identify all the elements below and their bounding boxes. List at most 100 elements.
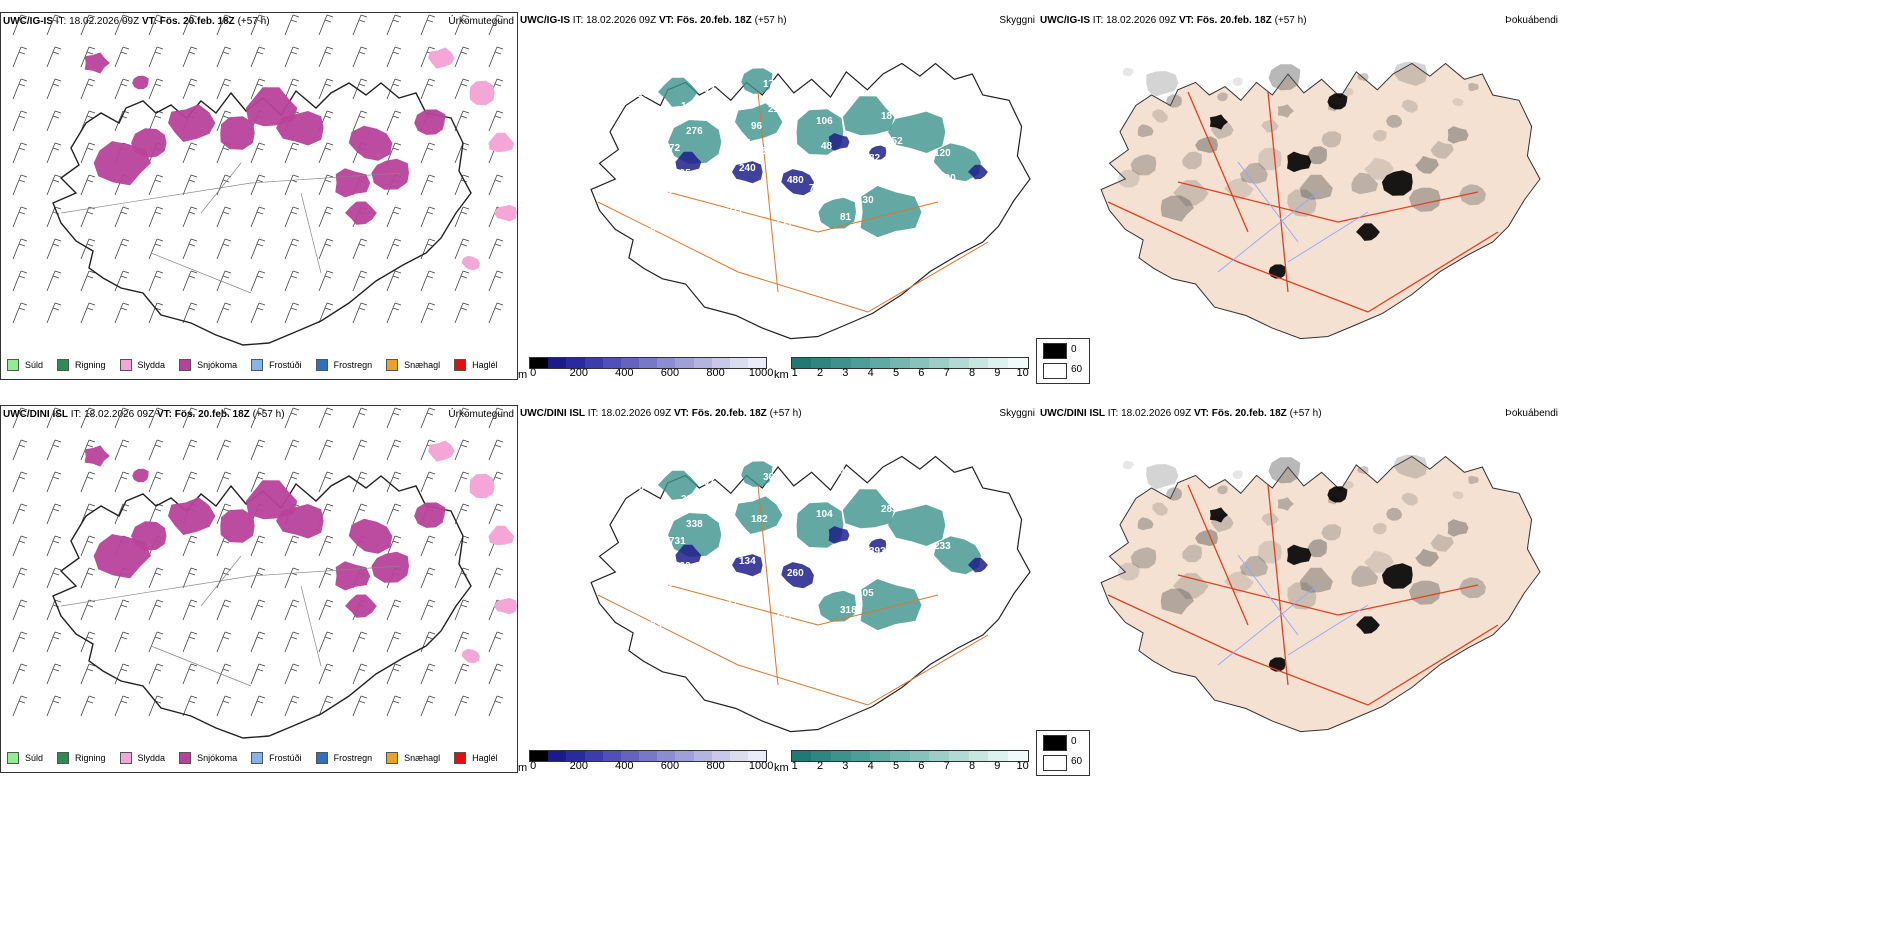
visibility-label: 514 bbox=[951, 131, 968, 142]
colorbar-tick: 7 bbox=[943, 760, 950, 772]
low-visibility-core bbox=[968, 557, 988, 573]
sleet-area bbox=[488, 525, 515, 546]
colorbar-cell bbox=[890, 751, 910, 761]
fog-panel-row1: UWC/IG-IS IT: 18.02.2026 09Z VT: Fös. 20… bbox=[1038, 12, 1560, 380]
legend-swatch bbox=[386, 752, 399, 764]
legend-item: Rigning bbox=[57, 752, 106, 764]
snow-area bbox=[220, 116, 255, 150]
fog-map bbox=[1100, 61, 1541, 340]
visibility-label: 112 bbox=[703, 109, 720, 120]
colorbar-cell bbox=[729, 751, 749, 761]
low-visibility-area bbox=[658, 470, 698, 500]
sleet-area bbox=[494, 204, 517, 222]
sleet-area bbox=[428, 440, 455, 462]
visibility-label: 183 bbox=[845, 237, 862, 248]
visibility-label: 34 bbox=[662, 210, 674, 221]
legend-item: Frostregn bbox=[315, 359, 372, 371]
visibility-colorbar: km 1 2 3 4 5 6 7 8 9 10 bbox=[774, 750, 1029, 773]
colorbar-cell bbox=[602, 358, 621, 368]
vis-title: Skyggni bbox=[999, 408, 1035, 419]
colorbar-cell bbox=[584, 358, 603, 368]
colorbar-cell bbox=[566, 358, 585, 368]
colorbar-cell bbox=[657, 358, 676, 368]
visibility-label: 214 bbox=[734, 138, 751, 149]
sleet-area bbox=[469, 80, 495, 106]
low-visibility-area bbox=[818, 197, 856, 229]
sleet-area bbox=[494, 597, 517, 615]
low-visibility-area bbox=[668, 120, 722, 164]
low-visibility-core bbox=[675, 151, 702, 172]
colorbar-cell bbox=[949, 751, 969, 761]
snow-area bbox=[335, 561, 371, 591]
visibility-label: 480 bbox=[787, 175, 804, 186]
visibility-label: 360 bbox=[845, 630, 862, 641]
roads bbox=[60, 162, 402, 294]
low-visibility-area bbox=[860, 579, 922, 631]
colorbar-cell bbox=[988, 358, 1009, 368]
colorbar-tick: 4 bbox=[867, 367, 874, 379]
rivers bbox=[1217, 161, 1369, 273]
snow-area bbox=[414, 109, 446, 135]
colorbar-cell bbox=[870, 358, 891, 368]
vis-header: UWC/DINI ISL IT: 18.02.2026 09Z VT: Fös.… bbox=[520, 408, 802, 419]
dense-fog-area bbox=[1356, 223, 1380, 241]
visibility-label: 105 bbox=[674, 168, 691, 179]
snow-area bbox=[168, 104, 216, 142]
colorbar-tick: 600 bbox=[660, 760, 680, 772]
low-visibility-area bbox=[735, 103, 783, 141]
colorbar-cell bbox=[620, 751, 640, 761]
visibility-label: 134 bbox=[739, 556, 756, 567]
visibility-label: 16 bbox=[946, 106, 958, 117]
colorbar-tick: 800 bbox=[706, 367, 725, 379]
visibility-label: 393 bbox=[869, 546, 886, 557]
roads bbox=[1107, 484, 1499, 706]
visibility-label: 182 bbox=[751, 514, 768, 525]
coastline bbox=[590, 455, 1031, 733]
visibility-label: 160 bbox=[898, 94, 915, 105]
legend-label: Súld bbox=[25, 753, 44, 763]
legend-item: Snæhagl bbox=[386, 752, 440, 764]
legend-item: Slydda bbox=[119, 752, 165, 764]
legend-label: Rigning bbox=[75, 360, 106, 370]
fog-legend-row2: 0 60 bbox=[1036, 730, 1090, 776]
sleet-area bbox=[428, 47, 455, 69]
colorbar-cell bbox=[811, 751, 832, 761]
sleet-area bbox=[461, 648, 480, 664]
sleet-area bbox=[488, 132, 515, 153]
legend-label: Haglél bbox=[472, 360, 498, 370]
colorbar-tick: 3 bbox=[842, 367, 849, 379]
visibility-label: 368 bbox=[763, 472, 780, 483]
visibility-label: 47 bbox=[951, 524, 963, 535]
visibility-label: 373 bbox=[645, 620, 662, 631]
dense-fog-area bbox=[1356, 616, 1380, 634]
dense-fog-area bbox=[1287, 544, 1312, 566]
colorbar-cell bbox=[811, 358, 832, 368]
snow-area bbox=[414, 502, 446, 528]
snow-area bbox=[335, 168, 371, 198]
low-visibility-area bbox=[741, 461, 773, 487]
legend-swatch bbox=[386, 359, 399, 371]
legend-item: Frostregn bbox=[315, 752, 372, 764]
colorbar-unit: km bbox=[774, 762, 789, 773]
low-visibility-area bbox=[818, 590, 856, 622]
roads bbox=[597, 484, 989, 706]
legend-item: Rigning bbox=[57, 359, 106, 371]
vis-header: UWC/IG-IS IT: 18.02.2026 09Z VT: Fös. 20… bbox=[520, 15, 787, 26]
colorbar-tick: 0 bbox=[530, 760, 537, 772]
low-visibility-area bbox=[860, 186, 922, 238]
precip-map bbox=[12, 14, 517, 346]
visibility-label: 730 bbox=[628, 457, 645, 468]
visibility-label: 356 bbox=[804, 551, 821, 562]
snow-area bbox=[132, 468, 149, 483]
roads bbox=[1107, 91, 1499, 313]
low-visibility-area bbox=[658, 77, 698, 107]
visibility-label: 132 bbox=[674, 561, 691, 572]
low-visibility-area bbox=[735, 496, 783, 534]
low-visibility-core bbox=[968, 164, 988, 180]
fog-low-label: 60 bbox=[1071, 364, 1083, 375]
colorbar-tick: 200 bbox=[569, 367, 588, 379]
colorbar-tick: 4 bbox=[867, 760, 874, 772]
visibility-label: 98 bbox=[910, 232, 922, 243]
colorbar-tick: 800 bbox=[706, 760, 725, 772]
coastline bbox=[590, 62, 1031, 340]
